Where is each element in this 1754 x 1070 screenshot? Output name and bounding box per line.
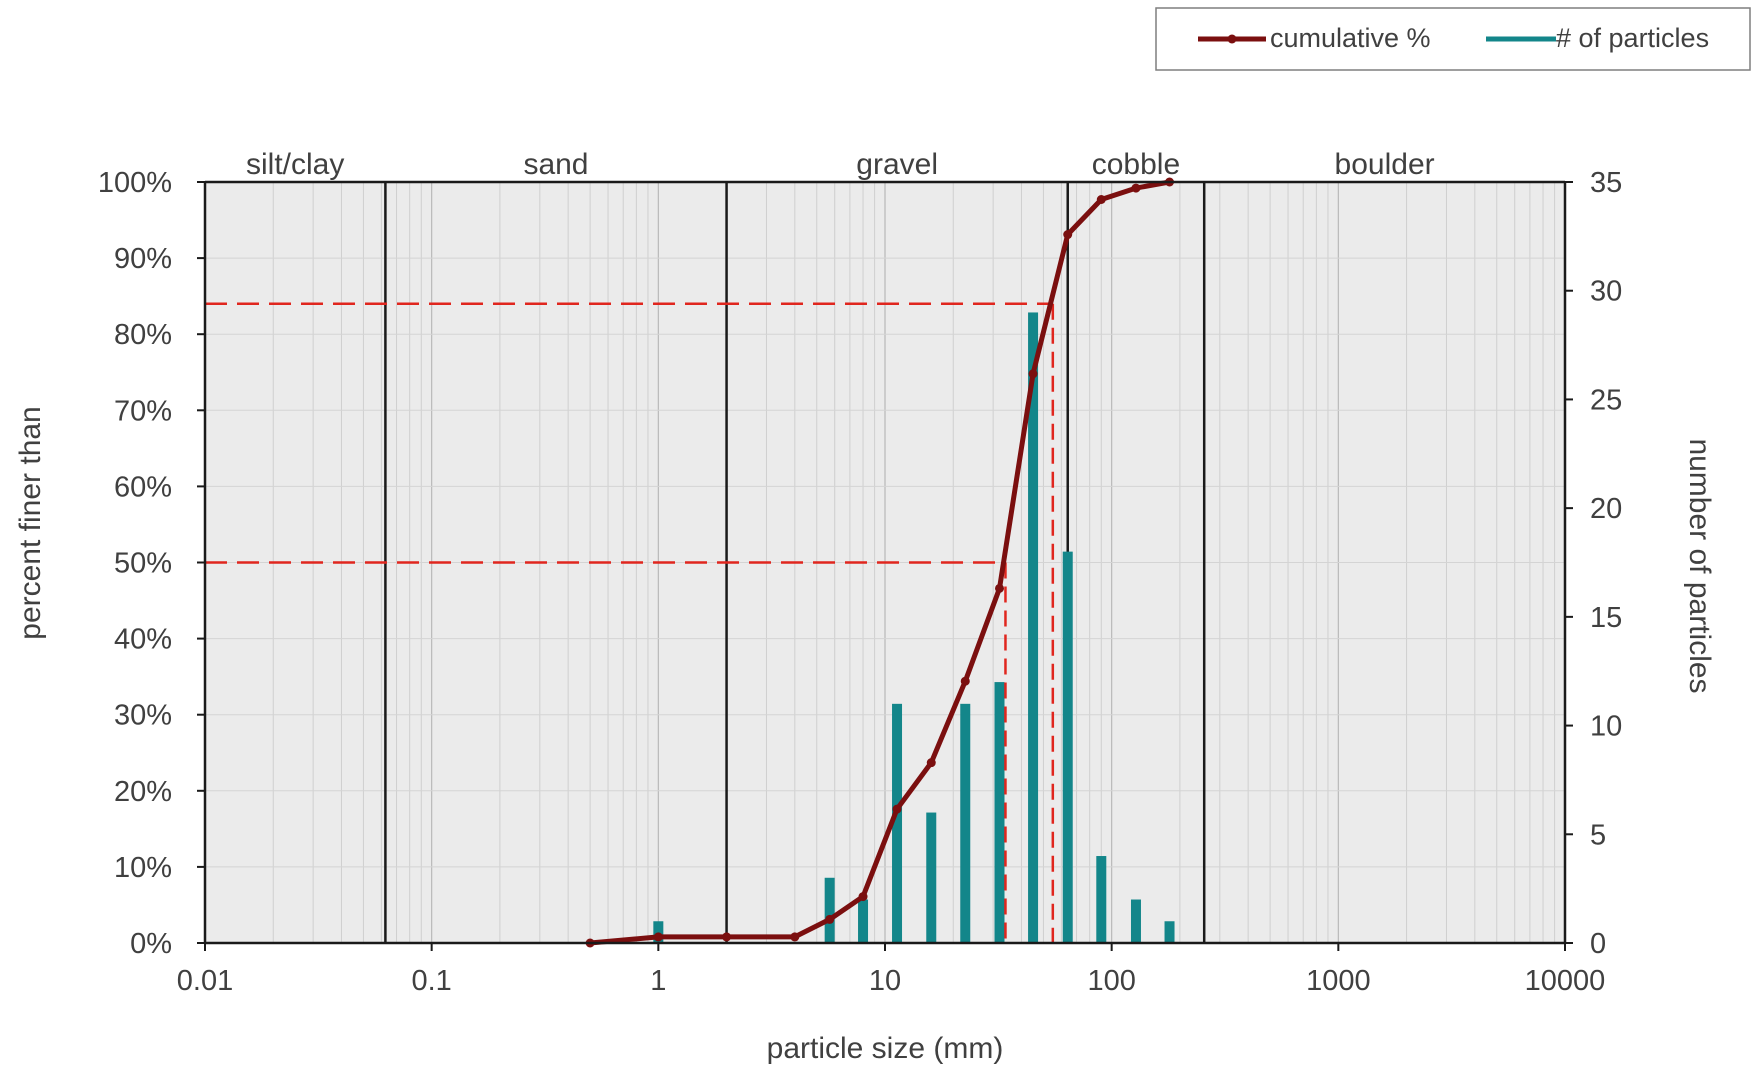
- x-tick-label: 0.01: [177, 965, 233, 997]
- cumulative-point: [1096, 195, 1106, 205]
- y-left-tick-label: 30%: [114, 700, 172, 732]
- particle-bar: [892, 703, 903, 943]
- legend: cumulative % # of particles: [1155, 7, 1751, 71]
- y-left-tick-label: 60%: [114, 471, 172, 503]
- y-right-tick-label: 15: [1590, 602, 1622, 634]
- legend-cumulative-label: cumulative %: [1270, 23, 1431, 53]
- particle-bar: [1096, 856, 1107, 943]
- particle-bar: [858, 899, 869, 943]
- y-left-axis-title: percent finer than: [14, 406, 47, 639]
- cumulative-point: [1028, 369, 1038, 379]
- cumulative-point: [825, 914, 835, 924]
- cumulative-point: [790, 932, 800, 942]
- x-tick-label: 10000: [1525, 965, 1606, 997]
- cumulative-point: [926, 758, 936, 768]
- cumulative-point: [653, 932, 663, 942]
- particle-bar: [1062, 551, 1073, 943]
- y-left-tick-label: 50%: [114, 548, 172, 580]
- particle-bar: [960, 703, 971, 943]
- size-class-label: silt/clay: [246, 148, 344, 181]
- reference-lines: [205, 302, 1055, 943]
- y-right-tick-label: 30: [1590, 276, 1622, 308]
- particle-bar: [824, 877, 835, 943]
- x-tick-label: 10: [869, 965, 901, 997]
- size-class-label: sand: [523, 148, 588, 181]
- cumulative-point: [995, 583, 1005, 593]
- y-right-tick-label: 35: [1590, 167, 1622, 199]
- size-class-labels: silt/clay sand gravel cobble boulder: [246, 148, 1435, 181]
- axes: 0.01 0.1 1 10 100 1000 100000%10%20%30%40%50%6…: [98, 167, 1622, 997]
- cumulative-point: [892, 804, 902, 814]
- x-tick-label: 1000: [1306, 965, 1371, 997]
- particle-bar: [1164, 921, 1175, 943]
- y-right-tick-label: 20: [1590, 493, 1622, 525]
- particle-count-bars: [653, 312, 1175, 943]
- axis-titles: particle size (mm) percent finer than numb…: [14, 406, 1716, 1065]
- legend-particles-label: # of particles: [1556, 23, 1709, 53]
- y-left-tick-label: 40%: [114, 624, 172, 656]
- cumulative-point: [722, 932, 732, 942]
- x-axis-title: particle size (mm): [767, 1032, 1004, 1065]
- particle-bar: [1028, 312, 1039, 943]
- y-right-tick-label: 25: [1590, 384, 1622, 416]
- size-class-label: cobble: [1092, 148, 1180, 181]
- y-right-tick-label: 10: [1590, 711, 1622, 743]
- cumulative-point: [1131, 183, 1141, 193]
- particle-bar: [994, 682, 1005, 943]
- cumulative-point: [1063, 230, 1073, 240]
- y-left-tick-label: 80%: [114, 319, 172, 351]
- y-left-tick-label: 10%: [114, 852, 172, 884]
- legend-cumulative-marker: [1227, 34, 1237, 44]
- y-left-tick-label: 0%: [130, 928, 172, 960]
- y-right-tick-label: 0: [1590, 928, 1606, 960]
- x-tick-label: 0.1: [412, 965, 452, 997]
- size-class-label: gravel: [856, 148, 938, 181]
- y-left-tick-label: 20%: [114, 776, 172, 808]
- x-tick-label: 1: [650, 965, 666, 997]
- particle-bar: [1130, 899, 1141, 943]
- y-left-tick-label: 70%: [114, 395, 172, 427]
- cumulative-point: [858, 892, 868, 902]
- size-class-label: boulder: [1335, 148, 1435, 181]
- cumulative-point: [960, 676, 970, 686]
- particle-bar: [926, 812, 937, 943]
- cumulative-line-group: [585, 177, 1175, 948]
- y-left-tick-label: 100%: [98, 167, 172, 199]
- particle-bar: [653, 921, 664, 943]
- y-right-tick-label: 5: [1590, 819, 1606, 851]
- y-left-tick-label: 90%: [114, 243, 172, 275]
- y-right-axis-title: number of particles: [1683, 438, 1716, 693]
- x-tick-label: 100: [1087, 965, 1135, 997]
